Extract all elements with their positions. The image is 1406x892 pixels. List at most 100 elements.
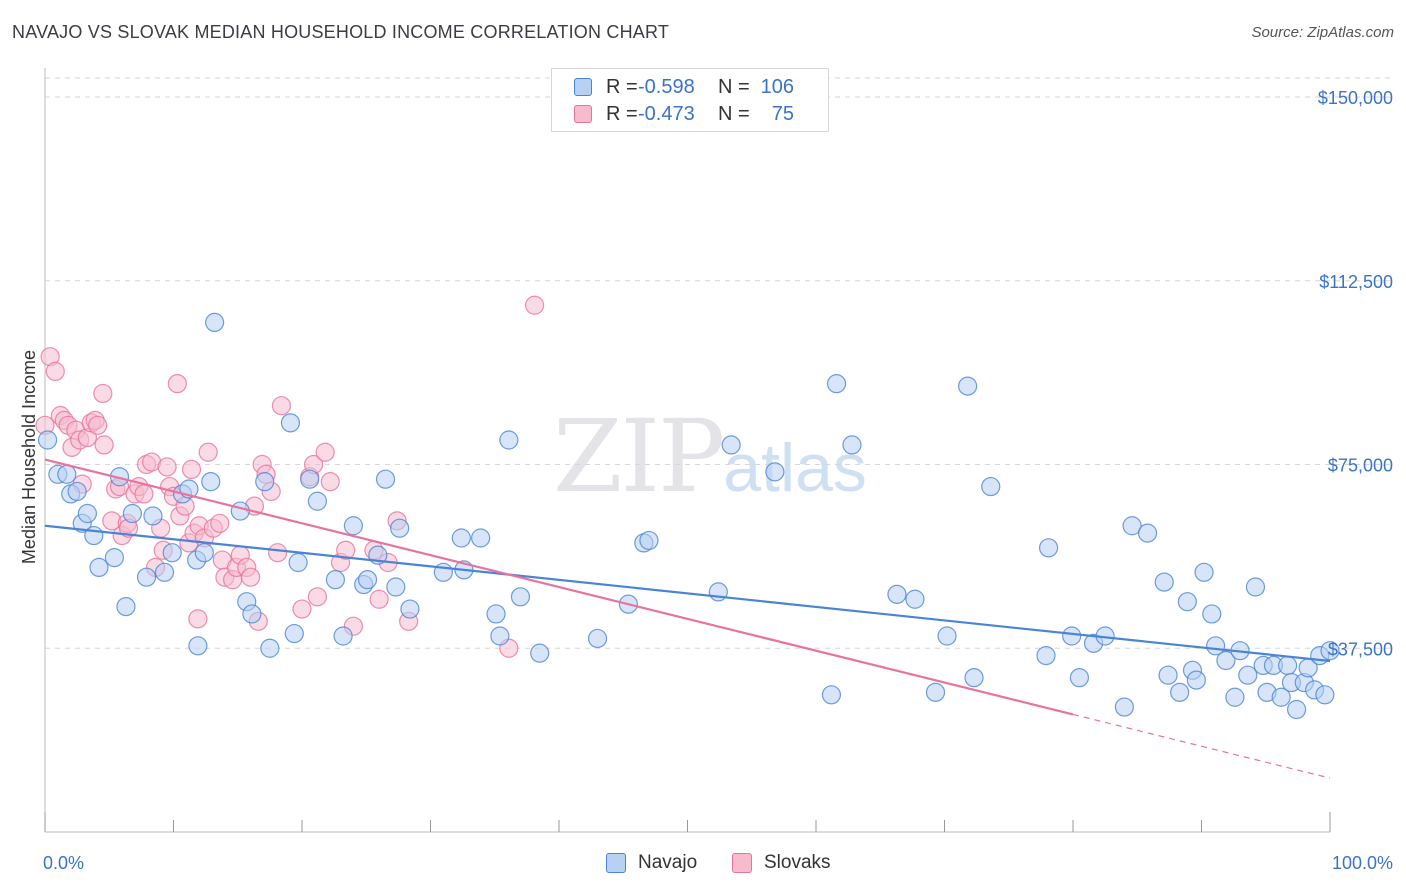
navajo-point	[357, 570, 378, 590]
navajo-point	[925, 682, 946, 702]
navajo-point	[1238, 665, 1258, 685]
y-tick-label: $150,000	[1318, 88, 1393, 108]
slovaks-point	[167, 374, 187, 394]
navajo-point	[499, 430, 519, 450]
slovaks-n-value: 75	[771, 102, 794, 125]
navajo-point	[1320, 641, 1340, 661]
y-tick-label: $112,500	[1319, 272, 1393, 292]
series-legend: Navajo Slovaks	[0, 852, 1406, 878]
navajo-point	[1170, 682, 1190, 702]
navajo-point	[1177, 592, 1197, 612]
correlation-legend: R = -0.598 N = 106 R = -0.473 N = 75	[551, 68, 829, 132]
legend-slovaks-label: Slovaks	[764, 852, 831, 873]
navajo-point	[67, 481, 87, 502]
x-tick-label: 0.0%	[43, 853, 84, 873]
navajo-point	[307, 491, 328, 511]
slovaks-point	[271, 396, 292, 416]
navajo-point	[765, 462, 785, 482]
navajo-points	[37, 312, 1340, 720]
legend-slovaks-swatch	[732, 853, 752, 873]
navajo-point	[1062, 626, 1082, 646]
navajo-point	[288, 552, 308, 573]
axis-layer	[44, 68, 1331, 833]
navajo-point	[1114, 697, 1135, 717]
navajo-point	[242, 604, 262, 624]
navajo-point	[821, 685, 842, 705]
navajo-point	[77, 503, 98, 524]
navajo-point	[1069, 668, 1090, 688]
navajo-point	[343, 516, 363, 536]
slovaks-point	[93, 383, 113, 404]
legend-navajo-swatch	[606, 853, 626, 873]
navajo-point	[510, 587, 531, 607]
navajo-point	[230, 501, 250, 521]
navajo-point	[842, 435, 862, 455]
navajo-point	[194, 543, 214, 563]
navajo-point	[188, 636, 208, 656]
navajo-point	[981, 476, 1001, 497]
slovaks-points	[35, 295, 545, 658]
navajo-point	[721, 435, 741, 455]
navajo-point	[1271, 687, 1291, 707]
navajo-point	[451, 528, 471, 548]
navajo-point	[260, 638, 280, 658]
trend-layer	[44, 458, 1331, 779]
slovaks-point	[134, 484, 154, 504]
slovaks-n-label: N =	[718, 102, 750, 125]
navajo-point	[826, 374, 847, 394]
navajo-point	[255, 472, 275, 492]
slovaks-point	[188, 609, 208, 629]
navajo-point	[386, 577, 406, 597]
slovaks-point	[210, 513, 230, 533]
navajo-point	[280, 413, 301, 433]
navajo-point	[89, 557, 109, 578]
navajo-point	[639, 530, 659, 551]
slovaks-point	[320, 472, 340, 492]
navajo-point	[1202, 604, 1222, 624]
navajo-point	[471, 528, 491, 548]
slovaks-point	[198, 442, 218, 462]
navajo-point	[1154, 572, 1174, 592]
navajo-point	[1286, 699, 1307, 720]
slovaks-point	[181, 459, 202, 479]
navajo-point	[1216, 650, 1236, 671]
slovaks-point	[524, 295, 545, 315]
navajo-point	[964, 668, 984, 688]
navajo-point	[154, 562, 175, 582]
navajo-point	[201, 472, 221, 492]
navajo-point	[1158, 665, 1178, 685]
navajo-point	[37, 430, 58, 450]
navajo-point	[390, 518, 410, 538]
slovaks-point	[45, 361, 65, 381]
slovaks-point	[369, 589, 389, 609]
slovaks-point	[307, 587, 328, 607]
navajo-point	[1225, 687, 1245, 707]
legend-row-navajo: R = -0.598 N = 106	[574, 75, 794, 99]
navajo-r-value: -0.598	[638, 75, 695, 98]
navajo-point	[530, 643, 550, 663]
slovaks-point	[267, 543, 288, 563]
chart-source: Source: ZipAtlas.com	[1251, 24, 1394, 41]
navajo-swatch	[574, 78, 592, 96]
slovaks-r-value: -0.473	[638, 102, 695, 125]
slovaks-point	[88, 415, 108, 435]
slovaks-trend-extension	[1072, 713, 1331, 779]
navajo-point	[136, 567, 157, 587]
slovaks-point	[292, 599, 312, 619]
x-tick-label: 100.0%	[1332, 853, 1393, 873]
legend-item-navajo: Navajo	[606, 852, 697, 874]
label-layer: $37,500 $75,000 $112,500 $150,000 0.0% 100.0%…	[19, 88, 1393, 873]
navajo-point	[937, 626, 957, 646]
slovaks-point	[241, 567, 261, 587]
navajo-point	[284, 623, 304, 644]
navajo-point	[104, 547, 124, 568]
navajo-n-label: N =	[718, 75, 750, 98]
navajo-point	[1194, 562, 1214, 582]
navajo-r-label: R =	[606, 75, 638, 98]
navajo-point	[143, 506, 163, 526]
navajo-point	[1245, 577, 1266, 597]
navajo-point	[162, 543, 182, 563]
navajo-point	[1122, 516, 1142, 536]
navajo-point	[57, 464, 77, 484]
navajo-point	[587, 628, 608, 649]
